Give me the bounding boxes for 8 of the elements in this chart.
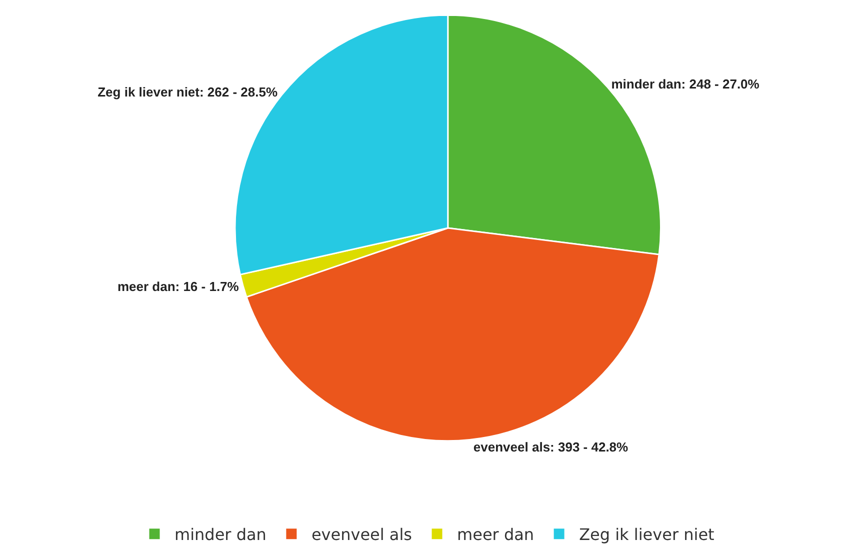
data-label: minder dan: 248 - 27.0% bbox=[611, 76, 760, 92]
data-label: meer dan: 16 - 1.7% bbox=[117, 278, 240, 294]
legend-label: minder dan bbox=[174, 525, 266, 544]
legend-label: meer dan bbox=[457, 525, 534, 544]
data-label: evenveel als: 393 - 42.8% bbox=[473, 440, 629, 455]
legend-label: Zeg ik liever niet bbox=[579, 525, 714, 544]
legend-label: evenveel als bbox=[311, 525, 412, 544]
data-label: Zeg ik liever niet: 262 - 28.5% bbox=[98, 84, 278, 100]
